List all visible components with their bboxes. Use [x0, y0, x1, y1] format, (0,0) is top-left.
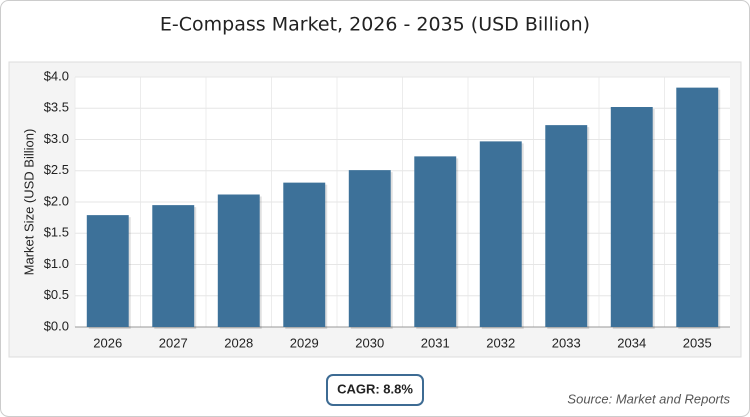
- x-tick-label: 2031: [421, 335, 450, 350]
- y-tick-label: $2.0: [44, 193, 69, 208]
- bar: [676, 87, 719, 327]
- y-tick-label: $1.0: [44, 256, 69, 271]
- bar: [545, 125, 588, 327]
- cagr-box: [326, 374, 424, 406]
- bar: [479, 141, 522, 327]
- bar: [86, 215, 129, 327]
- cagr-label: CAGR: 8.8%: [337, 381, 413, 396]
- y-tick-label: $1.5: [44, 225, 69, 240]
- y-tick-label: $3.5: [44, 100, 69, 115]
- y-tick-label: $3.0: [44, 131, 69, 146]
- bar: [414, 156, 457, 327]
- bar: [152, 205, 195, 327]
- x-tick-label: 2035: [683, 335, 712, 350]
- y-axis-label: Market Size (USD Billion): [21, 129, 36, 276]
- y-tick-label: $4.0: [44, 68, 69, 83]
- bar: [217, 194, 260, 327]
- x-tick-label: 2032: [486, 335, 515, 350]
- x-tick-label: 2034: [617, 335, 646, 350]
- source: Source: Market and Reports: [567, 391, 730, 406]
- y-tick-label: $0.0: [44, 318, 69, 333]
- x-tick-label: 2028: [224, 335, 253, 350]
- x-tick-label: 2026: [93, 335, 122, 350]
- y-tick-label: $2.5: [44, 162, 69, 177]
- chart-title: E-Compass Market, 2026 - 2035 (USD Billi…: [160, 14, 590, 36]
- bar: [610, 107, 653, 327]
- bar: [283, 182, 326, 327]
- x-tick-label: 2029: [290, 335, 319, 350]
- x-tick-label: 2033: [552, 335, 581, 350]
- y-tick-label: $0.5: [44, 287, 69, 302]
- x-tick-label: 2027: [159, 335, 188, 350]
- bar: [348, 170, 391, 327]
- x-tick-label: 2030: [355, 335, 384, 350]
